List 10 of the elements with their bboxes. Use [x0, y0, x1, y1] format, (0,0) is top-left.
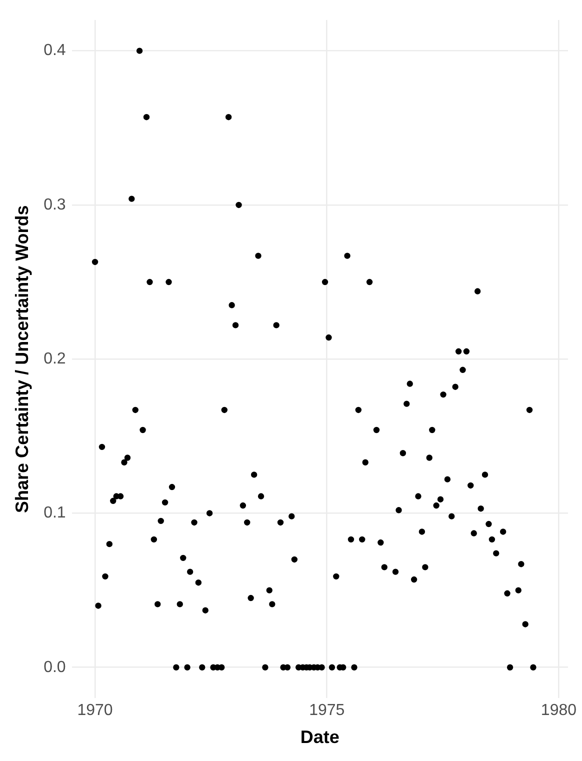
y-tick-label: 0.4	[44, 42, 66, 60]
x-tick-label: 1980	[540, 702, 577, 720]
y-tick-label: 0.2	[44, 350, 66, 368]
x-axis-title: Date	[300, 727, 340, 748]
x-tick-label: 1975	[309, 702, 345, 720]
x-tick-label: 1970	[77, 702, 113, 720]
y-tick-label: 0.1	[44, 504, 66, 522]
y-axis-title: Share Certainty / Uncertainty Words	[12, 205, 32, 513]
y-tick-label: 0.0	[44, 658, 66, 676]
y-tick-label: 0.3	[44, 196, 66, 214]
